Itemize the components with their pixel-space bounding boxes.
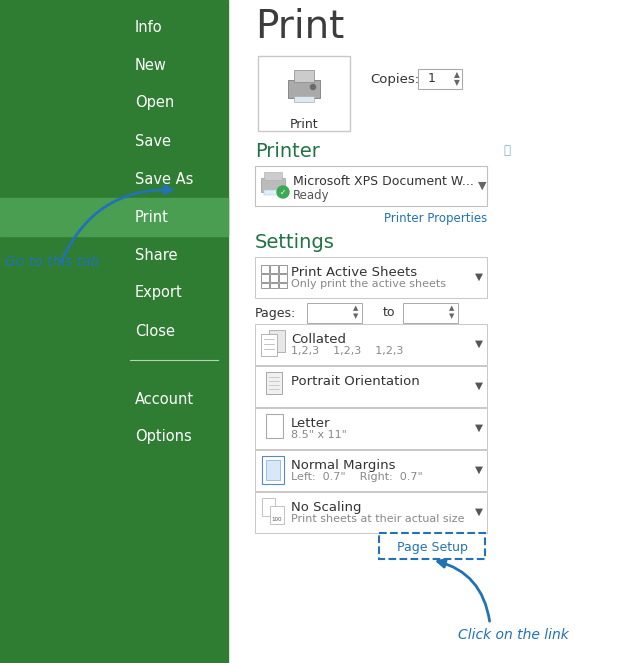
Circle shape [310,84,316,90]
FancyBboxPatch shape [307,303,362,323]
FancyBboxPatch shape [294,70,314,82]
Text: Printer Properties: Printer Properties [384,212,487,225]
Text: Open: Open [135,95,174,111]
Bar [279,265,287,273]
FancyBboxPatch shape [270,506,284,524]
Text: ✓: ✓ [280,188,286,196]
Text: Account: Account [135,391,194,406]
Text: 1: 1 [428,72,436,86]
Text: New: New [135,58,167,72]
Text: Print: Print [290,118,318,131]
Text: Settings: Settings [255,233,335,252]
Text: Print sheets at their actual size: Print sheets at their actual size [291,514,465,524]
FancyBboxPatch shape [262,456,284,484]
FancyBboxPatch shape [255,450,487,491]
Text: Copies:: Copies: [370,74,419,86]
Text: Print Active Sheets: Print Active Sheets [291,266,417,279]
FancyBboxPatch shape [261,334,277,356]
Text: Only print the active sheets: Only print the active sheets [291,279,446,289]
FancyBboxPatch shape [264,190,282,195]
FancyBboxPatch shape [255,166,487,206]
FancyBboxPatch shape [255,257,487,298]
Bar [270,274,278,282]
FancyBboxPatch shape [266,414,283,438]
FancyBboxPatch shape [255,492,487,533]
Text: ▼: ▼ [449,313,454,319]
Bar [261,274,269,282]
Bar [279,274,287,282]
FancyBboxPatch shape [288,80,320,98]
Text: Close: Close [135,324,175,339]
Bar [261,283,269,288]
Text: Save As: Save As [135,172,193,186]
Text: Portrait Orientation: Portrait Orientation [291,375,420,388]
Text: Normal Margins: Normal Margins [291,459,396,472]
Text: ▼: ▼ [475,465,483,475]
Text: Left:  0.7"    Right:  0.7": Left: 0.7" Right: 0.7" [291,472,423,482]
Text: Printer: Printer [255,142,320,161]
FancyBboxPatch shape [379,533,485,559]
Text: Ready: Ready [293,189,330,202]
Text: ▼: ▼ [475,272,483,282]
Text: ▲: ▲ [454,70,460,80]
FancyBboxPatch shape [418,69,462,89]
Bar [270,265,278,273]
Text: Go to this tab: Go to this tab [5,255,99,269]
Circle shape [277,186,289,198]
FancyBboxPatch shape [266,460,280,480]
Text: ▼: ▼ [475,339,483,349]
FancyBboxPatch shape [264,172,282,180]
Text: ⓘ: ⓘ [503,144,510,157]
Text: 1,2,3    1,2,3    1,2,3: 1,2,3 1,2,3 1,2,3 [291,346,403,356]
FancyBboxPatch shape [255,408,487,449]
FancyBboxPatch shape [294,96,314,102]
FancyBboxPatch shape [262,498,275,516]
Text: ▲: ▲ [353,305,358,311]
Bar [279,283,287,288]
Text: No Scaling: No Scaling [291,501,362,514]
FancyBboxPatch shape [261,178,285,192]
FancyBboxPatch shape [266,372,282,394]
Text: Click on the link: Click on the link [458,628,569,642]
Text: 8.5" x 11": 8.5" x 11" [291,430,347,440]
FancyBboxPatch shape [403,303,458,323]
Bar [0,0,228,663]
FancyBboxPatch shape [258,56,350,131]
Text: ▲: ▲ [449,305,454,311]
Text: Print: Print [255,8,344,46]
Text: Collated: Collated [291,333,346,346]
FancyBboxPatch shape [269,330,285,352]
Text: ▼: ▼ [454,78,460,88]
Text: Share: Share [135,247,177,263]
Text: ▼: ▼ [475,423,483,433]
Text: Print: Print [135,210,169,225]
Text: ▼: ▼ [475,381,483,391]
Text: Page Setup: Page Setup [397,540,467,554]
Text: Options: Options [135,430,192,444]
Text: ▼: ▼ [475,507,483,517]
Text: to: to [383,306,396,320]
Text: Microsoft XPS Document W...: Microsoft XPS Document W... [293,175,474,188]
Text: ▼: ▼ [477,181,486,191]
Text: Save: Save [135,133,171,149]
Bar [261,265,269,273]
Text: Pages:: Pages: [255,306,296,320]
Text: ▼: ▼ [353,313,358,319]
Text: Info: Info [135,19,163,34]
FancyBboxPatch shape [255,366,487,407]
Text: 100: 100 [271,517,282,522]
FancyBboxPatch shape [255,324,487,365]
Bar [0,198,228,236]
Text: Letter: Letter [291,417,330,430]
Bar [270,283,278,288]
Text: Export: Export [135,286,183,300]
